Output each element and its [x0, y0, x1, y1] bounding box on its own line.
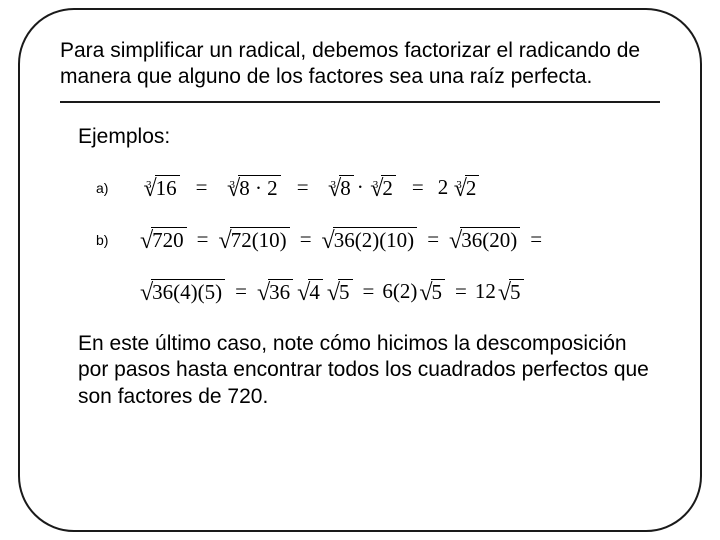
divider — [60, 101, 660, 103]
dot: · — [357, 175, 364, 200]
examples-heading: Ejemplos: — [78, 125, 660, 149]
example-b-math-line2: √ 36(4)(5) = √ 36 √ 4 √ 5 = 6(2) √ 5 = — [138, 279, 660, 305]
sqrt-5-mid: √ 5 — [419, 279, 445, 305]
cube-root-2: 3 √ 2 — [367, 175, 396, 201]
intro-text: Para simplificar un radical, debemos fac… — [60, 38, 660, 91]
conclusion-text: En este último caso, note cómo hicimos l… — [78, 331, 660, 410]
sqrt-36-20: √ 36(20) — [449, 227, 520, 253]
example-b-row: b) √ 720 = √ 72(10) = √ 36(2)(10) = √ 36… — [96, 227, 660, 253]
equals: = — [196, 175, 208, 200]
coef-12: 12 — [475, 279, 496, 304]
cube-root-16: 3 √ 16 — [140, 175, 180, 201]
equals: = — [363, 279, 375, 304]
cube-root-8-2: 3 √ 8 · 2 — [224, 175, 281, 201]
equals: = — [412, 175, 424, 200]
example-b-math-line2-container: √ 36(4)(5) = √ 36 √ 4 √ 5 = 6(2) √ 5 = — [138, 279, 660, 305]
slide-frame: Para simplificar un radical, debemos fac… — [18, 8, 702, 532]
example-b-math-line1: √ 720 = √ 72(10) = √ 36(2)(10) = √ 36(20… — [138, 227, 550, 253]
coef-6-2: 6(2) — [382, 279, 417, 304]
equals: = — [297, 175, 309, 200]
sqrt-72-10: √ 72(10) — [219, 227, 290, 253]
cube-root-2-final: 3 √ 2 — [450, 175, 479, 201]
equals: = — [427, 227, 439, 252]
coef-2: 2 — [438, 175, 449, 200]
cube-root-8: 3 √ 8 — [325, 175, 354, 201]
example-b-label: b) — [96, 232, 114, 248]
equals: = — [300, 227, 312, 252]
sqrt-36-2-10: √ 36(2)(10) — [322, 227, 418, 253]
example-a-row: a) 3 √ 16 = 3 √ 8 · 2 = 3 √ 8 · 3 √ — [96, 175, 660, 201]
sqrt-5: √ 5 — [327, 279, 353, 305]
sqrt-36: √ 36 — [257, 279, 293, 305]
sqrt-5-final: √ 5 — [498, 279, 524, 305]
example-a-math: 3 √ 16 = 3 √ 8 · 2 = 3 √ 8 · 3 √ 2 = — [138, 175, 481, 201]
equals: = — [530, 227, 542, 252]
sqrt-36-4-5: √ 36(4)(5) — [140, 279, 225, 305]
equals: = — [455, 279, 467, 304]
example-a-label: a) — [96, 180, 114, 196]
equals: = — [197, 227, 209, 252]
sqrt-4: √ 4 — [297, 279, 323, 305]
sqrt-720: √ 720 — [140, 227, 187, 253]
equals: = — [235, 279, 247, 304]
